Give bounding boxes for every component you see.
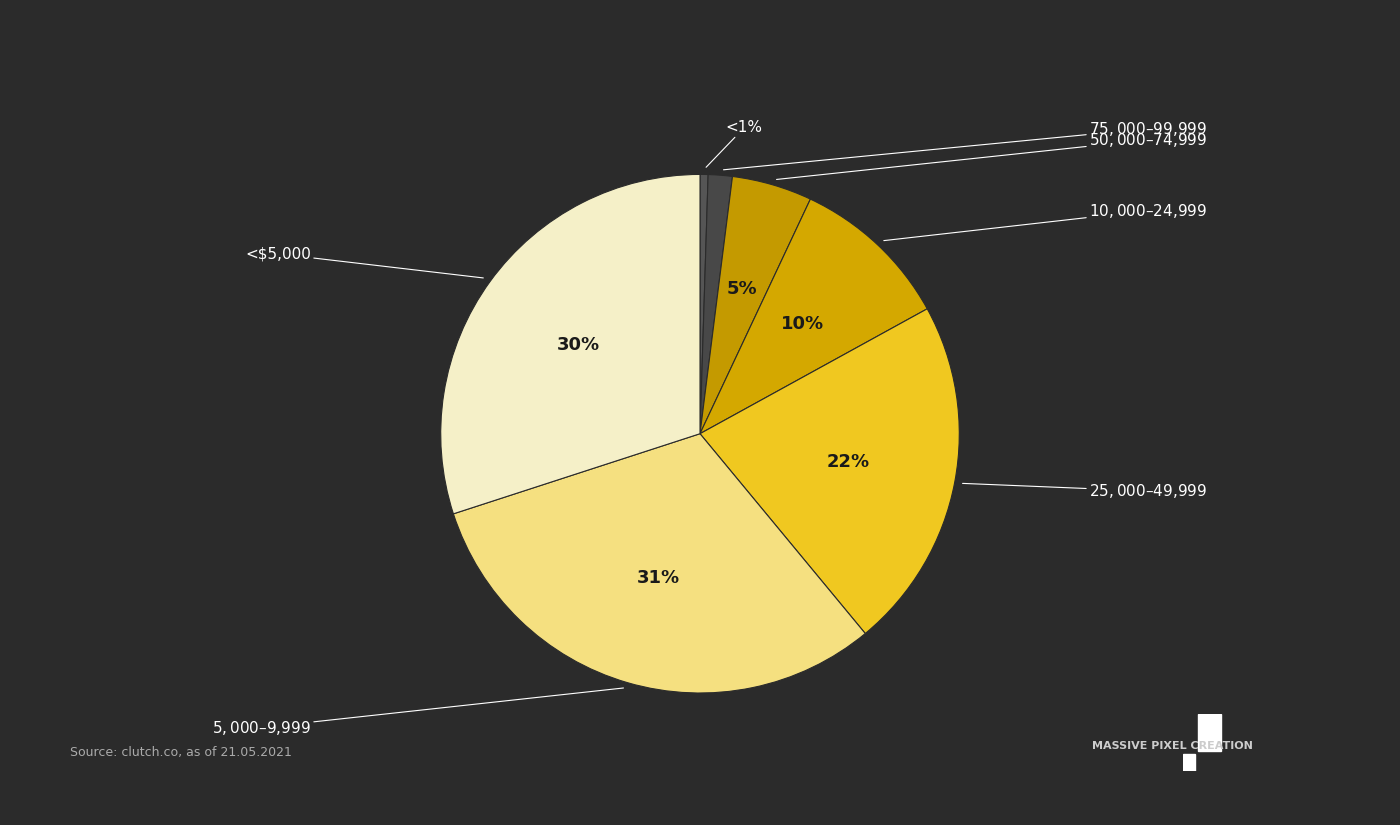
Wedge shape (454, 434, 865, 693)
Wedge shape (700, 177, 811, 434)
Wedge shape (700, 309, 959, 634)
Text: <$5,000: <$5,000 (245, 247, 483, 278)
Text: $75,000 – $99,999: $75,000 – $99,999 (724, 120, 1207, 170)
Text: 22%: 22% (826, 453, 869, 471)
Wedge shape (700, 175, 732, 434)
Text: 30%: 30% (557, 337, 599, 354)
Text: 5%: 5% (727, 280, 757, 299)
Text: $10,000 – $24,999: $10,000 – $24,999 (883, 201, 1207, 241)
Bar (1198, 714, 1221, 751)
Text: 31%: 31% (637, 569, 679, 587)
Text: Source: clutch.co, as of 21.05.2021: Source: clutch.co, as of 21.05.2021 (70, 746, 291, 759)
Text: $5,000 – $9,999: $5,000 – $9,999 (213, 688, 623, 737)
Text: $50,000 – $74,999: $50,000 – $74,999 (777, 131, 1207, 180)
Wedge shape (700, 199, 927, 434)
Wedge shape (441, 174, 700, 514)
Bar (1183, 754, 1194, 771)
Text: MASSIVE PIXEL CREATION: MASSIVE PIXEL CREATION (1092, 741, 1253, 751)
Wedge shape (700, 174, 708, 434)
Text: $25,000 – $49,999: $25,000 – $49,999 (963, 482, 1207, 500)
Text: 10%: 10% (781, 315, 825, 333)
Text: <1%: <1% (706, 120, 763, 167)
